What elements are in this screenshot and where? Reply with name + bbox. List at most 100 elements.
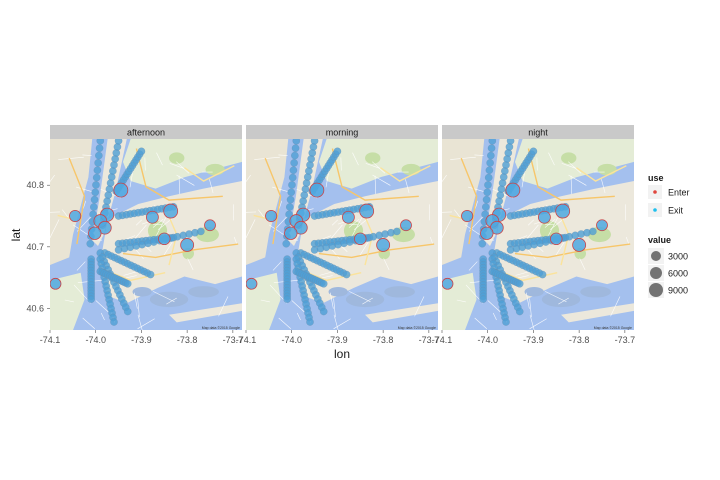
street-line xyxy=(333,318,351,330)
station-point xyxy=(478,239,486,248)
station-point-large xyxy=(146,210,159,224)
strip-label: night xyxy=(528,128,548,138)
street-line xyxy=(442,174,447,183)
street-line xyxy=(260,299,270,303)
street-line xyxy=(579,258,586,271)
bay-water xyxy=(524,287,544,297)
x-axis-title: lon xyxy=(334,347,350,361)
street-line xyxy=(348,218,360,228)
street-line xyxy=(329,292,334,309)
x-tick-label: -74.0 xyxy=(281,335,302,345)
park-area xyxy=(401,163,421,176)
station-point xyxy=(286,195,295,204)
station-point xyxy=(90,195,99,204)
street-line xyxy=(152,218,164,228)
legend-key-3000: 3000 xyxy=(648,248,688,264)
street-line xyxy=(383,258,390,271)
station-point xyxy=(291,151,299,160)
x-tick-label: -74.0 xyxy=(477,335,498,345)
street-line xyxy=(166,297,177,305)
park-area xyxy=(365,152,381,164)
station-point xyxy=(538,270,547,279)
street-line xyxy=(625,236,630,245)
station-point-large xyxy=(596,219,608,232)
station-point-large xyxy=(555,203,571,219)
strip-background xyxy=(50,125,242,139)
station-point xyxy=(290,159,298,167)
strip-background xyxy=(246,125,438,139)
station-point xyxy=(283,295,291,303)
street-line xyxy=(348,291,371,303)
street-line xyxy=(246,174,251,183)
station-point xyxy=(479,295,487,303)
station-point xyxy=(92,173,101,182)
street-line xyxy=(474,317,488,329)
y-tick-label: 40.6 xyxy=(26,303,44,313)
legend-key-6000: 6000 xyxy=(648,265,688,281)
street-line xyxy=(272,261,282,271)
station-point xyxy=(502,318,510,326)
park-area xyxy=(169,152,185,164)
rockaway-land xyxy=(365,303,438,323)
highway-line xyxy=(68,157,86,245)
street-line xyxy=(333,298,336,318)
street-line xyxy=(610,296,621,317)
x-tick-label: -73.9 xyxy=(523,335,544,345)
street-line xyxy=(474,200,479,209)
station-point-large xyxy=(550,232,563,246)
station-point xyxy=(484,181,492,189)
street-line xyxy=(135,219,142,226)
station-point xyxy=(89,210,97,219)
station-point-large xyxy=(246,277,258,290)
map-credit: Map data ©2015 Google xyxy=(202,326,240,330)
station-point xyxy=(291,144,300,152)
legend-key-enter: Enter xyxy=(648,185,690,199)
station-point xyxy=(92,181,100,189)
station-point xyxy=(482,195,491,204)
x-tick-label: -74.0 xyxy=(85,335,106,345)
station-point xyxy=(110,318,118,326)
street-line xyxy=(558,297,569,305)
x-tick-label: -74.1 xyxy=(236,335,257,345)
bronx-land xyxy=(514,139,634,189)
station-point-large xyxy=(113,182,129,198)
legend-key-9000: 9000 xyxy=(648,282,688,298)
x-tick-label: -73.8 xyxy=(569,335,590,345)
street-line xyxy=(187,258,194,271)
station-points xyxy=(442,139,608,326)
station-point xyxy=(197,227,205,236)
station-point-large xyxy=(442,277,454,290)
station-point-large xyxy=(505,182,521,198)
station-point xyxy=(485,166,494,174)
station-point xyxy=(319,307,328,316)
street-line xyxy=(50,174,55,183)
street-line xyxy=(272,186,288,192)
station-point xyxy=(483,188,492,197)
street-line xyxy=(331,219,338,226)
x-tick-label: -73.7 xyxy=(419,335,440,345)
highway-line xyxy=(379,165,431,182)
station-point-large xyxy=(50,277,62,290)
street-line xyxy=(529,318,547,330)
street-line xyxy=(372,161,386,174)
station-point xyxy=(306,318,314,326)
station-point xyxy=(94,159,102,167)
park-area xyxy=(597,163,617,176)
rockaway-land xyxy=(169,303,242,323)
station-point xyxy=(86,239,94,248)
station-point xyxy=(286,203,294,211)
street-line xyxy=(178,175,181,195)
station-point xyxy=(487,144,496,152)
y-axis: 40.6 40.7 40.8 xyxy=(26,180,50,313)
street-line xyxy=(456,299,466,303)
station-point xyxy=(333,147,342,156)
street-line xyxy=(133,292,138,309)
x-axis: -74.1 -74.0 -73.9 -73.8 -73.7-74.1 -74.0 -73.9… xyxy=(40,330,635,345)
street-line xyxy=(429,236,434,245)
station-point-large xyxy=(538,210,551,224)
station-point xyxy=(288,181,296,189)
street-line xyxy=(152,291,175,303)
station-point xyxy=(285,210,293,219)
station-point-large xyxy=(204,219,216,232)
station-point xyxy=(289,166,298,174)
